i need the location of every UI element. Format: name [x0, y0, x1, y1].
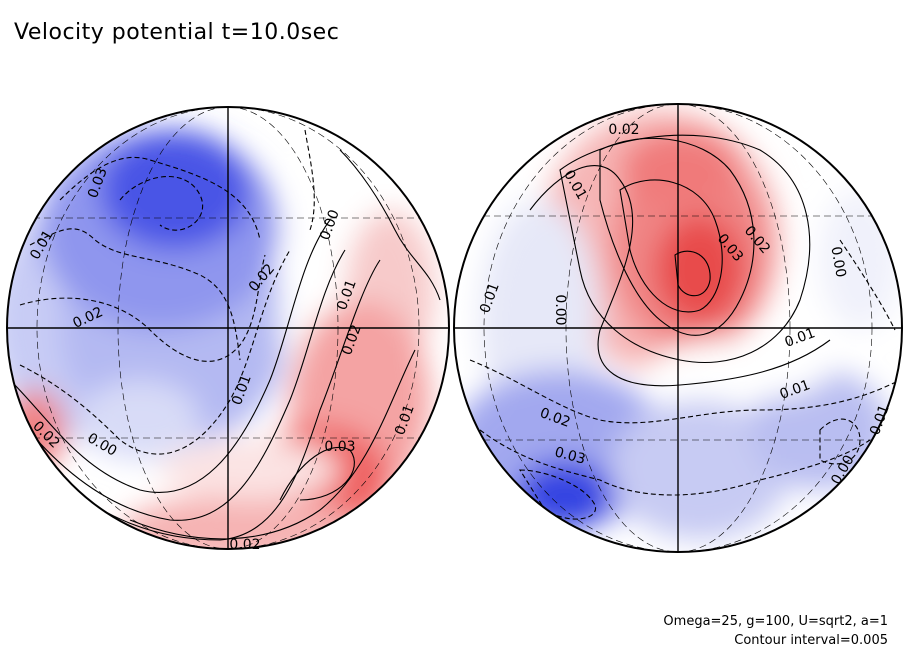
contour-label: 0.03: [553, 444, 587, 468]
field-blob: [620, 130, 740, 210]
contour-label: 0.00: [827, 245, 848, 278]
right-hemisphere: 0.020.010.020.03 0.000.01 0.000.010.010.02…: [453, 103, 903, 553]
field-blob: [160, 440, 340, 500]
model-parameters: Omega=25, g=100, U=sqrt2, a=1: [663, 614, 888, 629]
field-blob: [100, 130, 250, 250]
field-blob: [655, 215, 745, 325]
field-blob: [650, 340, 830, 400]
parameter-annotation: Omega=25, g=100, U=sqrt2, a=1 Contour in…: [663, 612, 888, 650]
contour-label: 0.02: [608, 122, 639, 138]
field-blob: [120, 495, 360, 549]
contour-label: 0.00: [552, 294, 568, 325]
left-hemisphere: 0.030.010.020.020.000.010.020.010.000.02…: [6, 106, 450, 553]
field-blob: [610, 400, 790, 540]
contour-label: 0.02: [229, 537, 260, 553]
field-blob: [80, 380, 200, 460]
chart-title: Velocity potential t=10.0sec: [14, 20, 340, 45]
contour-interval: Contour interval=0.005: [734, 633, 888, 648]
contour-label: 0.03: [324, 439, 355, 455]
